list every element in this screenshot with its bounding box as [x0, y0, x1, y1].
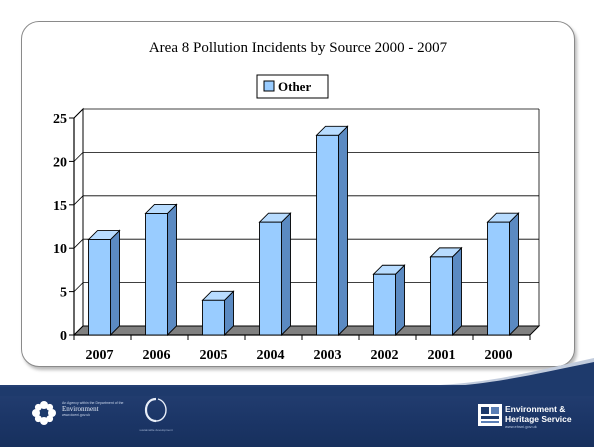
- legend-label: Other: [278, 79, 311, 94]
- doe-logo-text: An Agency within the Department of the E…: [62, 401, 124, 417]
- chart-panel: Area 8 Pollution Incidents by Source 200…: [21, 21, 575, 367]
- gridline-depth: [73, 238, 84, 249]
- plot-area: 0 5 10 15 20 25 2007 2006 2005 2004 2003 2002 2001 20…: [53, 107, 541, 363]
- bar: [373, 273, 396, 336]
- bar-chart: Area 8 Pollution Incidents by Source 200…: [53, 40, 541, 363]
- y-tick-label: 20: [53, 155, 67, 170]
- legend-box: [256, 74, 329, 99]
- gridline-depth: [73, 152, 84, 162]
- bar: [88, 239, 111, 336]
- x-tick-label: 2003: [314, 348, 342, 363]
- x-tick-label: 2005: [200, 348, 228, 363]
- chart-back-wall: [83, 109, 539, 326]
- bar-side: [509, 212, 519, 337]
- bar-side: [395, 264, 405, 337]
- bar-side: [281, 212, 291, 337]
- bar-side: [110, 229, 120, 337]
- x-tick-label: 2001: [428, 348, 456, 363]
- x-tick-label: 2004: [257, 348, 285, 363]
- chart-title: Area 8 Pollution Incidents by Source 200…: [149, 40, 448, 56]
- x-tick-label: 2002: [371, 348, 399, 363]
- bar: [430, 256, 453, 336]
- ehs-logo-text: Environment & Heritage Service www.ehsni…: [505, 404, 591, 430]
- bar-side: [452, 246, 462, 337]
- doe-agency-line: An Agency within the Department of the: [62, 401, 124, 405]
- chart-legend: Other: [256, 74, 329, 99]
- bar: [202, 299, 225, 336]
- bar: [487, 221, 510, 336]
- doe-url: www.doeni.gov.uk: [62, 413, 90, 417]
- chart-floor: [72, 325, 541, 336]
- ehs-line-2: Heritage Service: [505, 414, 572, 424]
- chart-side-wall: [73, 107, 84, 337]
- bar: [259, 221, 282, 336]
- gridline-depth: [73, 195, 84, 206]
- ehs-url: www.ehsni.gov.uk: [505, 424, 537, 429]
- y-tick-label: 0: [60, 329, 67, 344]
- x-tick-label: 2000: [485, 348, 513, 363]
- y-tick-label: 10: [53, 242, 67, 257]
- sd-caption: sustainable development: [139, 428, 173, 432]
- x-tick-label: 2006: [143, 348, 171, 363]
- footer-curve: [0, 362, 594, 396]
- y-tick-label: 15: [53, 199, 67, 214]
- y-tick-label: 25: [53, 112, 67, 127]
- gridline-depth: [73, 282, 84, 292]
- ehs-line-1: Environment &: [505, 404, 566, 414]
- gridline-depth: [73, 108, 84, 119]
- y-tick-label: 5: [60, 286, 67, 301]
- bar: [316, 134, 339, 336]
- x-tick-label: 2007: [86, 348, 114, 363]
- circle-logo-icon: [144, 397, 167, 423]
- legend-swatch: [263, 80, 275, 92]
- flower-logo-icon: [32, 401, 56, 425]
- bar: [145, 213, 168, 336]
- bar-side: [167, 203, 177, 337]
- doe-name: Environment: [62, 405, 99, 413]
- bar-side: [338, 125, 348, 337]
- ehs-logo-icon: [478, 404, 502, 426]
